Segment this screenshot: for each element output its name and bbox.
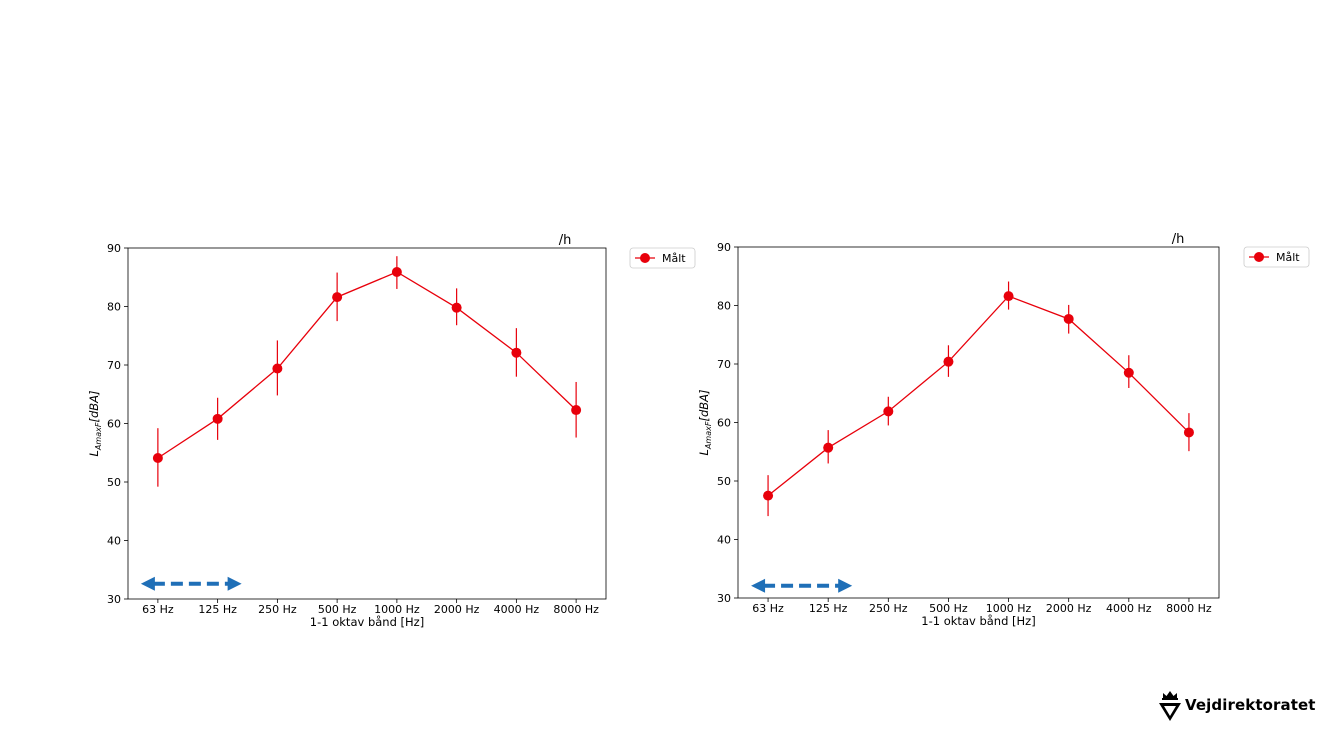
x-tick-label: 250 Hz [869,602,908,615]
range-arrow-head-right [838,578,853,593]
y-tick-label: 40 [717,534,731,547]
legend: Målt [1243,246,1310,268]
series-line [157,271,577,459]
x-tick-label: 8000 Hz [1166,602,1212,615]
x-tick-label: 500 Hz [929,602,968,615]
legend-box [1243,246,1310,268]
y-tick-label: 30 [107,593,121,606]
data-point [1063,313,1074,324]
data-point [1183,427,1194,438]
y-tick-label: 50 [107,476,121,489]
range-arrow-head-left [751,578,766,593]
x-tick-label: 63 Hz [142,603,174,616]
x-tick-label: 4000 Hz [1106,602,1152,615]
legend-label: Målt [1276,251,1300,264]
y-tick-label: 80 [717,300,731,313]
chart-title-fragment: /h [559,233,572,248]
crown-shield-icon [1159,691,1181,721]
series-line [767,295,1190,497]
data-point [763,490,774,501]
data-point [212,413,223,424]
x-tick-label: 250 Hz [258,603,297,616]
data-point [511,347,522,358]
legend-label: Målt [662,252,686,265]
vejdirektoratet-logo: Vejdirektoratet [1158,688,1316,722]
y-tick-label: 30 [717,592,731,605]
data-point [152,453,163,464]
x-tick-label: 63 Hz [752,602,784,615]
range-arrow [140,576,242,591]
y-tick-label: 50 [717,475,731,488]
x-tick-label: 125 Hz [809,602,848,615]
data-point [272,363,283,374]
legend-box [629,247,696,269]
y-axis-label: LAmaxF[dBA] [87,391,103,457]
y-tick-label: 60 [717,417,731,430]
data-point [1123,367,1134,378]
legend-marker [1254,252,1264,262]
range-arrow-head-right [227,576,242,591]
plot-frame [737,246,1220,599]
y-axis-label: LAmaxF[dBA] [697,390,713,456]
x-tick-label: 4000 Hz [494,603,540,616]
x-tick-label: 1000 Hz [374,603,420,616]
y-tick-label: 70 [717,358,731,371]
plot-frame [127,247,607,600]
legend-marker [640,253,650,263]
data-point [391,266,402,277]
data-point [332,292,343,303]
logo-text: Vejdirektoratet [1185,696,1316,714]
data-point [571,405,582,416]
chart-title-fragment: /h [1172,232,1185,247]
y-tick-label: 70 [107,359,121,372]
y-tick-label: 90 [717,241,731,254]
x-axis-label: 1-1 oktav bånd [Hz] [921,614,1035,628]
data-point [883,406,894,417]
y-tick-label: 90 [107,242,121,255]
x-tick-label: 1000 Hz [986,602,1032,615]
y-tick-label: 40 [107,535,121,548]
data-point [1003,291,1014,302]
data-point [823,442,834,453]
x-tick-label: 500 Hz [318,603,357,616]
range-arrow [751,578,853,593]
legend: Målt [629,247,696,269]
x-tick-label: 2000 Hz [1046,602,1092,615]
data-point [943,356,954,367]
y-tick-label: 80 [107,301,121,314]
x-axis-label: 1-1 oktav bånd [Hz] [310,615,424,629]
x-tick-label: 125 Hz [198,603,237,616]
x-tick-label: 2000 Hz [434,603,480,616]
y-tick-label: 60 [107,418,121,431]
range-arrow-head-left [140,576,155,591]
data-point [451,302,462,313]
x-tick-label: 8000 Hz [553,603,599,616]
